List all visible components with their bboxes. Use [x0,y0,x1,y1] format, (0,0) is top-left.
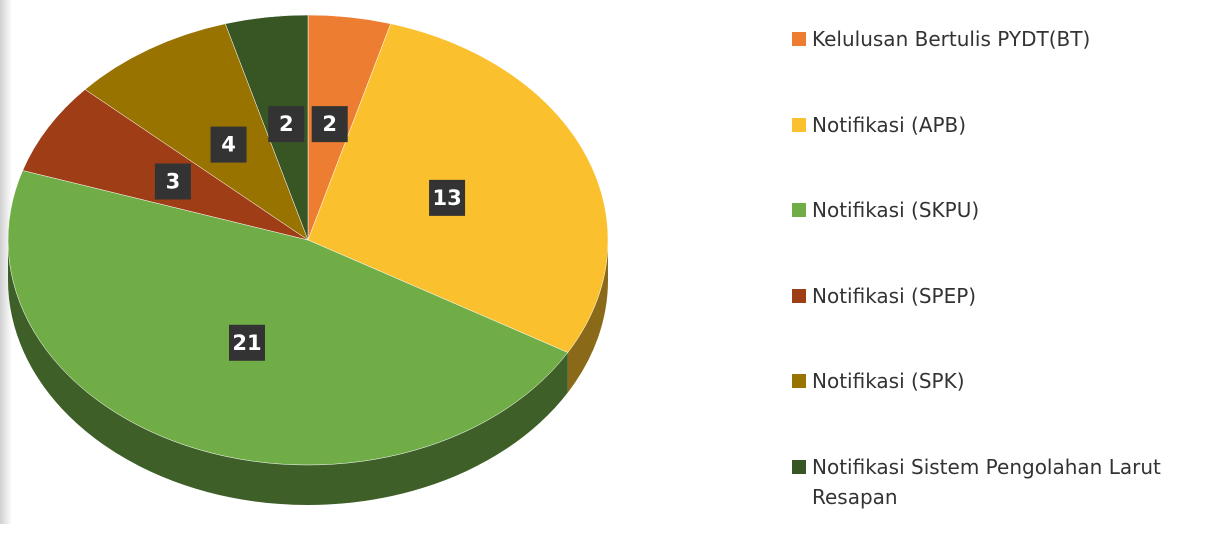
legend-swatch [792,118,806,132]
legend-label: Notifikasi (SKPU) [812,195,979,225]
data-label: 4 [221,133,236,157]
page: {"chart_data": {"type": "pie", "categori… [0,0,1219,524]
legend-item: Notifikasi Sistem Pengolahan Larut Resap… [792,452,1212,537]
legend-swatch [792,203,806,217]
data-label: 13 [432,186,461,210]
legend-label: Notifikasi (SPK) [812,366,965,396]
legend-label: Notifikasi Sistem Pengolahan Larut Resap… [812,452,1212,512]
legend-swatch [792,32,806,46]
legend-item: Kelulusan Bertulis PYDT(BT) [792,24,1212,110]
legend-swatch [792,374,806,388]
legend: Kelulusan Bertulis PYDT(BT) Notifikasi (A… [792,24,1212,537]
legend-swatch [792,460,806,474]
legend-item: Notifikasi (APB) [792,110,1212,196]
legend-item: Notifikasi (SPEP) [792,281,1212,367]
legend-item: Notifikasi (SKPU) [792,195,1212,281]
legend-label: Notifikasi (SPEP) [812,281,976,311]
legend-item: Notifikasi (SPK) [792,366,1212,452]
data-label: 21 [232,331,261,355]
legend-swatch [792,289,806,303]
legend-label: Kelulusan Bertulis PYDT(BT) [812,24,1090,54]
data-label: 2 [322,112,337,136]
legend-label: Notifikasi (APB) [812,110,966,140]
data-label: 2 [279,112,294,136]
data-label: 3 [166,170,181,194]
